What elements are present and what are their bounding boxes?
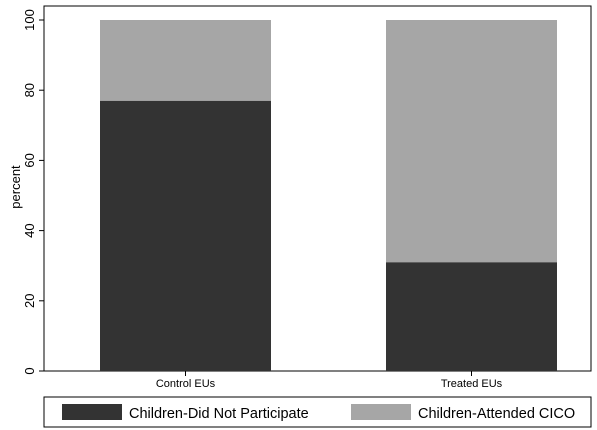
bar-segment-attended-cico xyxy=(100,20,271,101)
legend-box xyxy=(43,396,592,428)
x-category-label: Control EUs xyxy=(156,378,216,390)
legend-label-attended-cico: Children-Attended CICO xyxy=(418,406,575,422)
y-axis: 0 20 40 60 80 100 xyxy=(22,9,44,375)
y-tick-label: 20 xyxy=(22,294,37,308)
y-tick-label: 40 xyxy=(22,223,37,237)
bar-segment-did-not-participate xyxy=(386,262,557,371)
bar-segment-did-not-participate xyxy=(100,100,271,371)
y-tick-label: 100 xyxy=(22,9,37,31)
legend-label-did-not-participate: Children-Did Not Participate xyxy=(129,406,309,422)
bars-group xyxy=(100,20,557,376)
y-tick-label: 60 xyxy=(22,153,37,167)
bar-segment-attended-cico xyxy=(386,20,557,263)
legend-swatch-attended-cico xyxy=(351,404,411,420)
x-category-label: Treated EUs xyxy=(441,378,503,390)
y-tick-label: 0 xyxy=(22,367,37,374)
legend-swatch-did-not-participate xyxy=(62,404,122,420)
plot-frame xyxy=(43,5,592,372)
legend: Children-Did Not Participate Children-At… xyxy=(43,396,592,428)
x-axis-labels: Control EUs Treated EUs xyxy=(156,378,503,390)
y-axis-title: percent xyxy=(8,165,23,209)
y-tick-label: 80 xyxy=(22,83,37,97)
